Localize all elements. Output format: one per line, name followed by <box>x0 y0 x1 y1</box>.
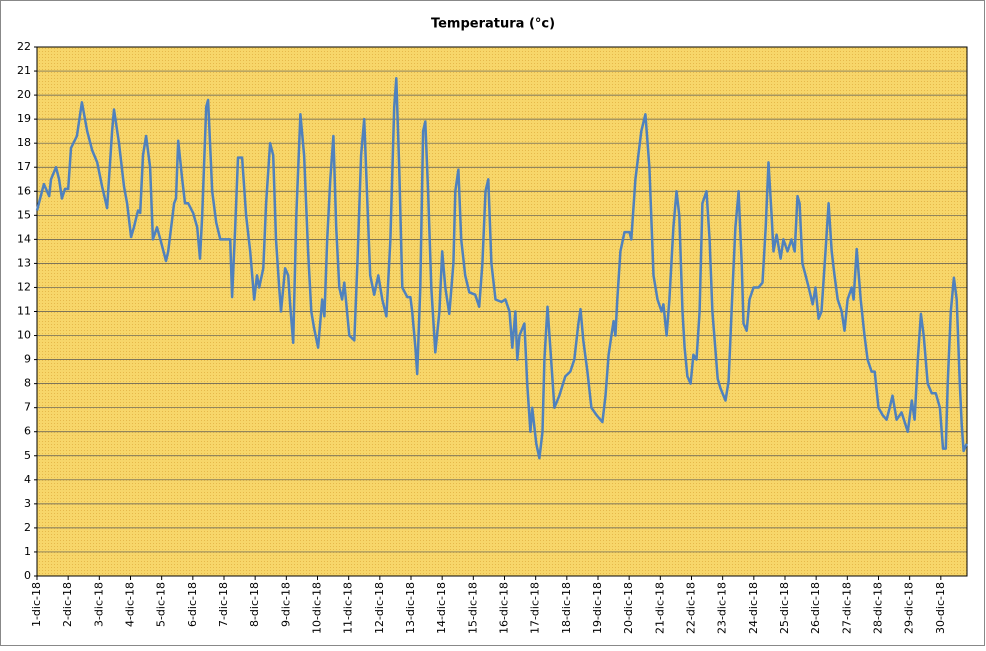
x-tick-label: 3-dic-18 <box>92 582 105 627</box>
y-tick-label: 1 <box>24 545 31 558</box>
chart-title: Temperatura (°c) <box>431 17 555 32</box>
y-tick-label: 12 <box>17 280 31 293</box>
x-tick-label: 12-dic-18 <box>373 582 386 634</box>
y-tick-label: 6 <box>24 425 31 438</box>
x-tick-label: 1-dic-18 <box>30 582 43 627</box>
x-tick-label: 14-dic-18 <box>435 582 448 634</box>
x-tick-label: 25-dic-18 <box>778 582 791 634</box>
x-tick-label: 4-dic-18 <box>123 582 136 627</box>
x-tick-label: 19-dic-18 <box>591 582 604 634</box>
y-tick-label: 20 <box>17 88 31 101</box>
y-tick-label: 7 <box>24 401 31 414</box>
y-tick-label: 17 <box>17 160 31 173</box>
x-tick-label: 27-dic-18 <box>840 582 853 634</box>
y-tick-label: 16 <box>17 184 31 197</box>
x-tick-label: 22-dic-18 <box>684 582 697 634</box>
x-tick-label: 10-dic-18 <box>310 582 323 634</box>
x-tick-label: 28-dic-18 <box>871 582 884 634</box>
x-tick-label: 17-dic-18 <box>529 582 542 634</box>
y-tick-label: 8 <box>24 377 31 390</box>
x-tick-label: 23-dic-18 <box>716 582 729 634</box>
y-tick-label: 2 <box>24 521 31 534</box>
x-tick-label: 11-dic-18 <box>342 582 355 634</box>
x-tick-label: 2-dic-18 <box>61 582 74 627</box>
x-tick-label: 18-dic-18 <box>560 582 573 634</box>
x-tick-label: 30-dic-18 <box>934 582 947 634</box>
x-tick-label: 13-dic-18 <box>404 582 417 634</box>
y-tick-label: 9 <box>24 353 31 366</box>
x-tick-label: 16-dic-18 <box>497 582 510 634</box>
x-tick-label: 9-dic-18 <box>279 582 292 627</box>
y-tick-label: 3 <box>24 497 31 510</box>
y-tick-label: 4 <box>24 473 31 486</box>
x-tick-label: 24-dic-18 <box>747 582 760 634</box>
y-tick-label: 21 <box>17 64 31 77</box>
x-tick-label: 20-dic-18 <box>622 582 635 634</box>
y-tick-label: 15 <box>17 208 31 221</box>
y-tick-label: 5 <box>24 449 31 462</box>
y-tick-label: 19 <box>17 112 31 125</box>
x-tick-label: 26-dic-18 <box>809 582 822 634</box>
plot-border <box>36 46 968 577</box>
x-tick-label: 8-dic-18 <box>248 582 261 627</box>
y-tick-label: 18 <box>17 136 31 149</box>
x-tick-label: 15-dic-18 <box>466 582 479 634</box>
temperature-line <box>35 77 968 460</box>
x-tick-label: 21-dic-18 <box>653 582 666 634</box>
y-tick-label: 10 <box>17 329 31 342</box>
y-tick-label: 13 <box>17 256 31 269</box>
y-tick-label: 14 <box>17 232 31 245</box>
x-tick-label: 29-dic-18 <box>903 582 916 634</box>
x-tick-label: 7-dic-18 <box>217 582 230 627</box>
x-tick-label: 5-dic-18 <box>155 582 168 627</box>
y-tick-label: 11 <box>17 305 31 318</box>
x-tick-label: 6-dic-18 <box>186 582 199 627</box>
y-tick-label: 22 <box>17 40 31 53</box>
y-tick-label: 0 <box>24 569 31 582</box>
